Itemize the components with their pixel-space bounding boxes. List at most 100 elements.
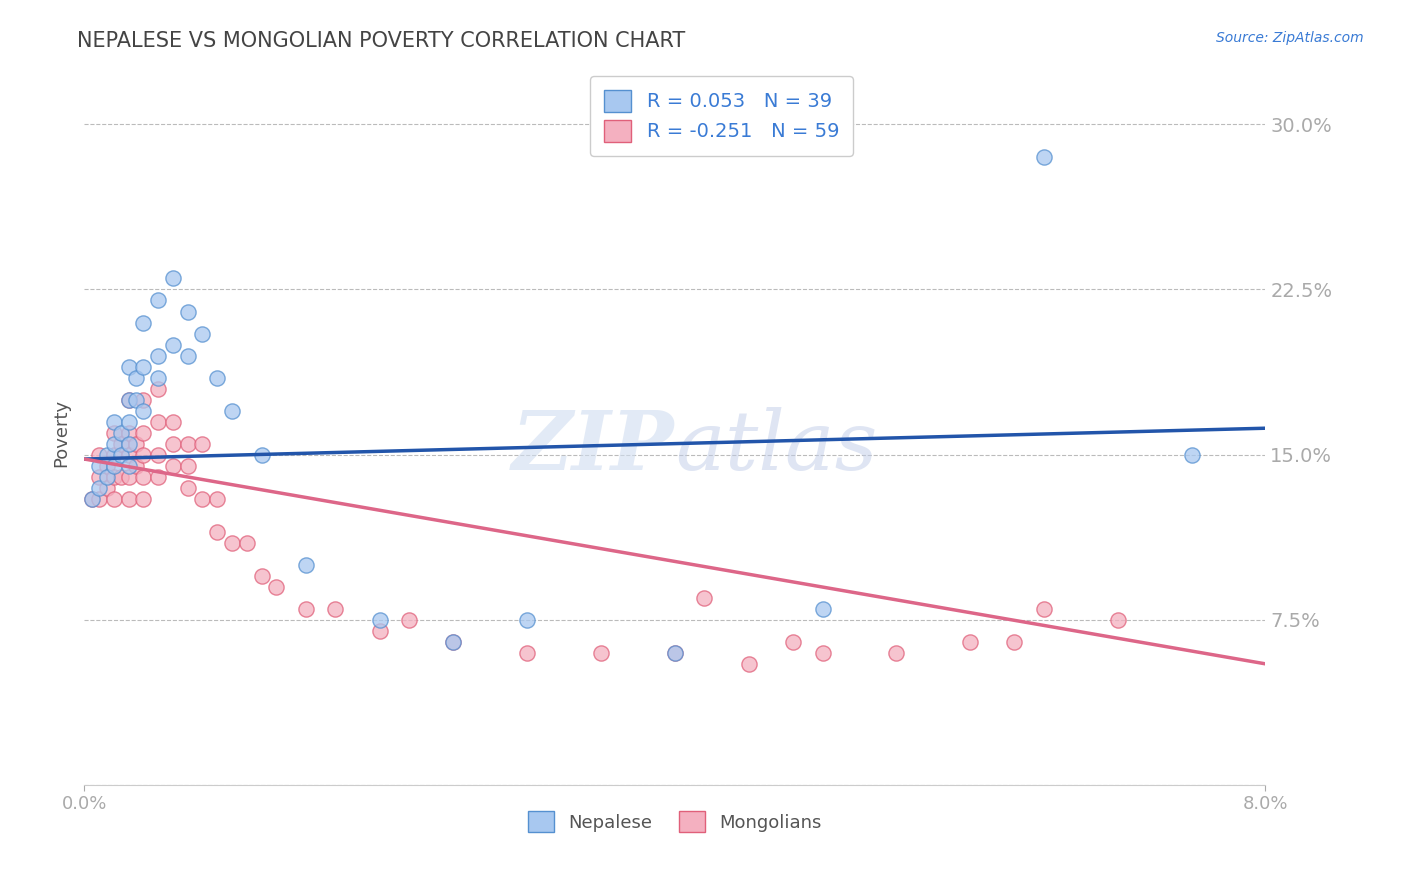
Point	[118, 415, 141, 429]
Point	[80, 491, 103, 506]
Point	[148, 370, 170, 384]
Point	[87, 481, 111, 495]
Point	[295, 558, 318, 572]
Point	[738, 657, 761, 671]
Point	[132, 403, 155, 417]
Point	[132, 425, 155, 440]
Point	[191, 326, 214, 341]
Point	[1107, 613, 1129, 627]
Point	[148, 415, 170, 429]
Point	[118, 436, 141, 450]
Point	[103, 436, 125, 450]
Point	[125, 436, 148, 450]
Point	[264, 580, 288, 594]
Point	[886, 646, 908, 660]
Point	[693, 591, 716, 605]
Point	[148, 448, 170, 462]
Point	[443, 635, 465, 649]
Point	[132, 491, 155, 506]
Point	[221, 535, 243, 549]
Point	[177, 458, 200, 473]
Point	[235, 535, 259, 549]
Point	[87, 448, 111, 462]
Point	[148, 382, 170, 396]
Point	[87, 458, 111, 473]
Point	[96, 469, 118, 483]
Point	[516, 613, 538, 627]
Point	[148, 349, 170, 363]
Point	[250, 448, 273, 462]
Point	[664, 646, 686, 660]
Point	[162, 415, 184, 429]
Point	[295, 601, 318, 615]
Point	[118, 392, 141, 407]
Point	[1033, 601, 1056, 615]
Point	[207, 370, 229, 384]
Point	[118, 448, 141, 462]
Point	[250, 568, 273, 582]
Point	[325, 601, 347, 615]
Point	[811, 601, 834, 615]
Point	[110, 469, 132, 483]
Point	[443, 635, 465, 649]
Point	[132, 469, 155, 483]
Point	[118, 359, 141, 374]
Point	[162, 271, 184, 285]
Point	[96, 481, 118, 495]
Point	[162, 436, 184, 450]
Point	[811, 646, 834, 660]
Point	[125, 370, 148, 384]
Point	[118, 469, 141, 483]
Point	[118, 392, 141, 407]
Point	[110, 436, 132, 450]
Point	[125, 392, 148, 407]
Text: atlas: atlas	[675, 407, 877, 487]
Point	[207, 524, 229, 539]
Point	[132, 392, 155, 407]
Point	[368, 613, 391, 627]
Point	[1181, 448, 1204, 462]
Point	[148, 293, 170, 308]
Point	[132, 448, 155, 462]
Point	[782, 635, 804, 649]
Point	[162, 337, 184, 351]
Legend: Nepalese, Mongolians: Nepalese, Mongolians	[522, 804, 828, 839]
Point	[125, 458, 148, 473]
Point	[1033, 150, 1056, 164]
Point	[177, 304, 200, 318]
Point	[191, 436, 214, 450]
Point	[118, 491, 141, 506]
Point	[959, 635, 981, 649]
Point	[664, 646, 686, 660]
Point	[177, 436, 200, 450]
Point	[132, 316, 155, 330]
Point	[87, 491, 111, 506]
Point	[118, 425, 141, 440]
Point	[221, 403, 243, 417]
Point	[96, 458, 118, 473]
Point	[103, 415, 125, 429]
Point	[398, 613, 420, 627]
Text: Source: ZipAtlas.com: Source: ZipAtlas.com	[1216, 31, 1364, 45]
Y-axis label: Poverty: Poverty	[52, 399, 70, 467]
Point	[110, 425, 132, 440]
Point	[162, 458, 184, 473]
Point	[368, 624, 391, 638]
Point	[177, 349, 200, 363]
Point	[516, 646, 538, 660]
Text: ZIP: ZIP	[512, 407, 675, 487]
Point	[87, 469, 111, 483]
Point	[191, 491, 214, 506]
Point	[103, 448, 125, 462]
Point	[177, 481, 200, 495]
Point	[96, 448, 118, 462]
Point	[591, 646, 613, 660]
Point	[148, 469, 170, 483]
Point	[110, 448, 132, 462]
Point	[118, 458, 141, 473]
Point	[103, 458, 125, 473]
Point	[132, 359, 155, 374]
Point	[207, 491, 229, 506]
Point	[103, 469, 125, 483]
Point	[103, 425, 125, 440]
